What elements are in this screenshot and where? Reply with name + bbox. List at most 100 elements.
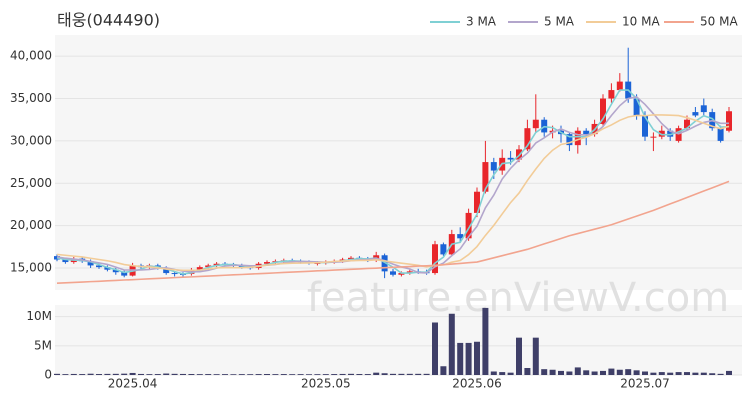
volume-bar [314,374,321,375]
volume-bar [692,372,699,375]
volume-bar [205,374,212,375]
volume-bar [499,372,506,375]
volume-bar [583,370,590,375]
candle-body [121,272,128,276]
candle-body [574,130,581,146]
volume-bar [96,374,102,375]
y-tick-label: 30,000 [10,133,52,147]
volume-bar [726,370,732,375]
volume-bar [339,373,346,375]
candle-body [700,105,707,113]
volume-bar [541,369,548,375]
volume-bar [616,369,623,375]
volume-bar [633,370,640,375]
y-tick-label: 35,000 [10,91,52,105]
y-tick-label: 40,000 [10,49,52,63]
x-tick-label: 2025.05 [301,377,351,391]
candle-body [684,119,690,129]
volume-tick-label: 10M [26,309,52,323]
volume-bar [213,374,220,375]
candle-body [717,128,724,141]
candle-body [104,267,111,270]
volume-bar [432,322,438,375]
ma-line [56,180,730,285]
volume-bar [440,366,447,375]
candle-body [692,112,699,116]
volume-bar [331,374,338,375]
volume-bar [222,374,228,375]
candle-body [600,98,606,124]
candle-body [205,265,212,268]
volume-bar [474,341,480,375]
candle-body [726,111,732,131]
volume-bar [398,373,405,375]
volume-bar [448,313,455,375]
volume-bar [129,372,136,375]
candle-body [87,261,94,266]
candle-body [348,257,354,260]
volume-bar [373,372,380,375]
volume-bar [549,369,556,375]
candle-body [616,81,623,91]
legend-label: 3 MA [466,15,497,29]
candle-body [532,119,539,129]
candle-body [440,244,447,255]
price-panel [55,35,742,290]
candle-body [667,130,674,137]
volume-bar [658,372,665,375]
volume-bar [415,373,422,375]
candle-body [524,128,531,150]
volume-bar [591,371,598,375]
volume-bar [675,372,682,375]
candle-body [96,265,102,268]
volume-bar [230,374,237,375]
ma-line [56,95,729,274]
candle-body [490,162,497,171]
volume-bar [79,374,86,375]
volume-bar [717,373,724,375]
candle-body [406,271,413,274]
volume-bar [482,307,489,375]
volume-bar [322,374,329,375]
volume-bar [709,373,716,375]
candle-body [658,130,665,137]
volume-bar [558,370,564,375]
volume-bar [516,337,522,375]
candle-body [381,255,388,272]
candle-body [398,273,405,275]
legend-label: 10 MA [622,15,660,29]
candle-body [642,115,648,137]
volume-bar [112,373,119,375]
volume-bar [171,373,178,375]
candle-body [457,234,464,239]
volume-bar [163,373,170,375]
volume-bar [532,337,539,375]
volume-bar [684,372,690,375]
volume-bar [566,371,573,375]
volume-bar [196,374,203,375]
candle-body [213,263,220,266]
legend-label: 50 MA [700,15,738,29]
volume-bar [608,368,615,375]
volume-bar [297,374,304,375]
volume-bar [356,374,363,375]
volume-bar [364,374,371,375]
candle-body [432,244,438,274]
volume-bar [247,374,254,375]
watermark: feature.enViewV.com [307,275,729,321]
candle-body [171,273,178,275]
y-tick-label: 25,000 [10,176,52,190]
volume-bar [238,374,245,375]
volume-bar [264,374,270,375]
candle-body [608,90,615,99]
volume-bar [524,368,531,375]
volume-bar [700,372,707,375]
volume-bar [507,372,514,375]
volume-tick-label: 0 [44,368,52,382]
candle-body [474,191,480,213]
y-tick-label: 15,000 [10,260,52,274]
candle-body [264,262,270,264]
volume-bar [255,374,262,375]
candle-body [465,212,472,239]
